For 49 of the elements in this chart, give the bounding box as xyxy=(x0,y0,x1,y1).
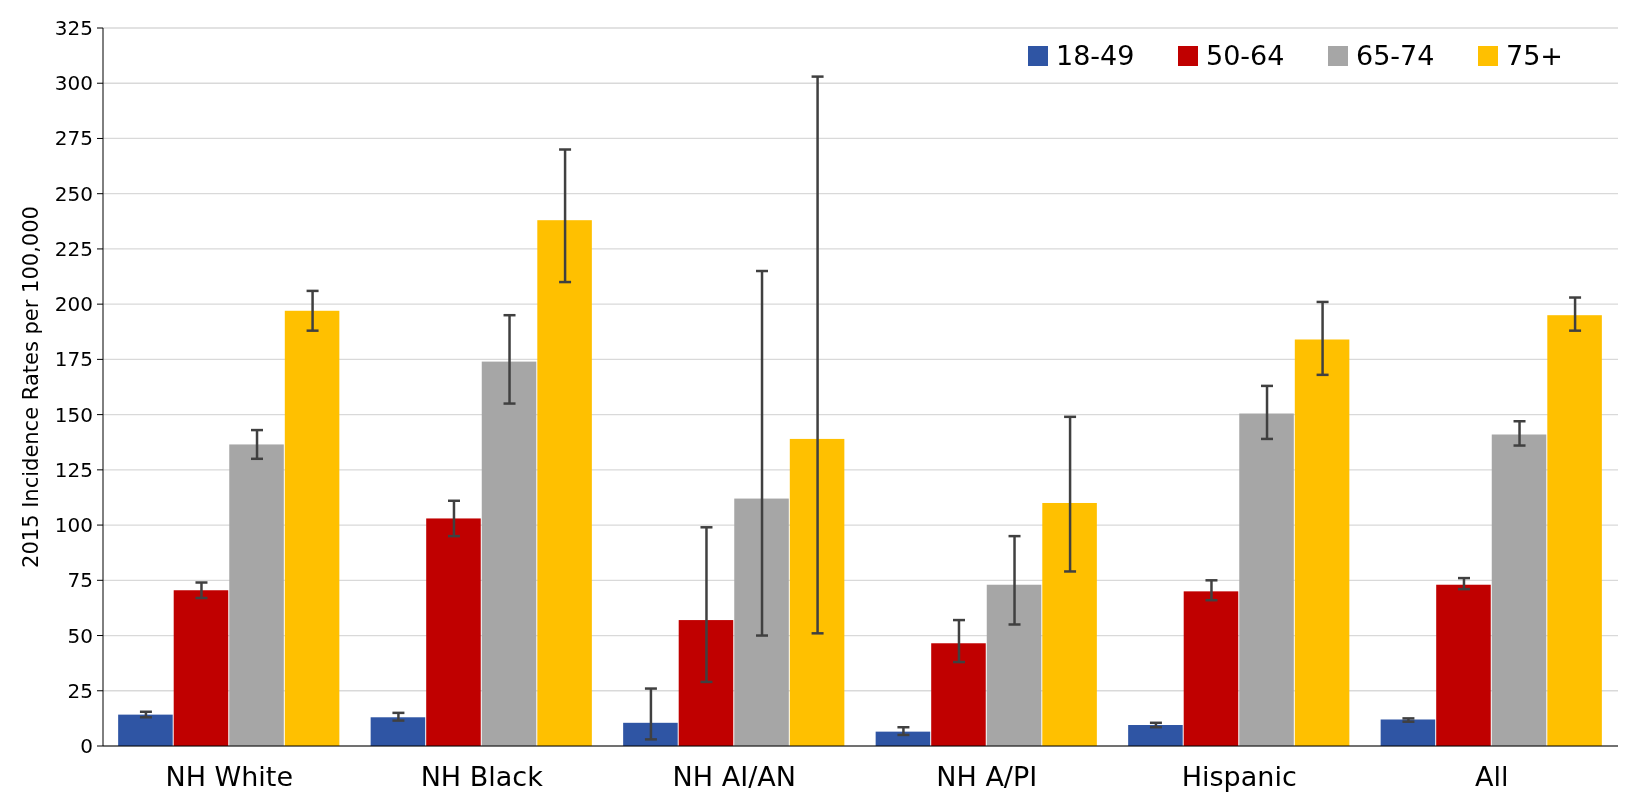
y-tick-label: 300 xyxy=(54,71,93,96)
bar xyxy=(173,590,229,746)
y-tick-label: 275 xyxy=(54,126,93,151)
legend-label: 75+ xyxy=(1506,40,1563,72)
bar xyxy=(426,518,481,746)
bar xyxy=(1436,584,1491,746)
y-tick-label: 50 xyxy=(67,623,93,648)
bar xyxy=(1128,725,1183,746)
x-tick-label: NH Black xyxy=(420,761,544,792)
bar xyxy=(1547,315,1602,746)
y-tick-label: 25 xyxy=(67,678,93,703)
bar xyxy=(875,731,931,746)
bar xyxy=(678,620,734,746)
bar xyxy=(1183,591,1239,746)
x-tick-label: NH AI/AN xyxy=(672,761,796,792)
bar xyxy=(1491,434,1547,746)
legend-label: 65-74 xyxy=(1356,40,1435,72)
y-tick-label: 75 xyxy=(67,568,93,593)
bar xyxy=(118,714,173,746)
y-tick-label: 225 xyxy=(54,236,93,261)
bar xyxy=(734,498,789,746)
y-tick-label: 125 xyxy=(54,457,93,482)
y-tick-label: 325 xyxy=(54,16,93,40)
x-tick-label: NH A/PI xyxy=(936,761,1038,792)
bar xyxy=(284,310,340,746)
bar xyxy=(931,643,986,746)
bar xyxy=(537,220,592,746)
bar xyxy=(1239,413,1294,746)
x-tick-label: All xyxy=(1475,761,1509,792)
bar xyxy=(1294,339,1350,746)
y-tick-label: 200 xyxy=(54,292,93,317)
legend-label: 50-64 xyxy=(1206,40,1285,72)
bar xyxy=(789,438,845,746)
y-tick-label: 150 xyxy=(54,402,93,427)
y-tick-label: 0 xyxy=(80,734,93,758)
x-tick-label: NH White xyxy=(165,761,294,792)
y-tick-label: 250 xyxy=(54,181,93,206)
y-tick-label: 100 xyxy=(54,513,93,538)
y-tick-label: 175 xyxy=(54,347,93,372)
legend-label: 18-49 xyxy=(1056,40,1135,72)
bar xyxy=(1042,502,1097,746)
bar xyxy=(370,717,426,746)
bar xyxy=(986,584,1042,746)
bar xyxy=(623,722,678,746)
bar xyxy=(229,444,284,746)
bar xyxy=(481,361,537,746)
y-axis-title: 2015 Incidence Rates per 100,000 xyxy=(19,206,43,568)
x-tick-label: Hispanic xyxy=(1181,761,1297,792)
bar xyxy=(1380,719,1436,746)
